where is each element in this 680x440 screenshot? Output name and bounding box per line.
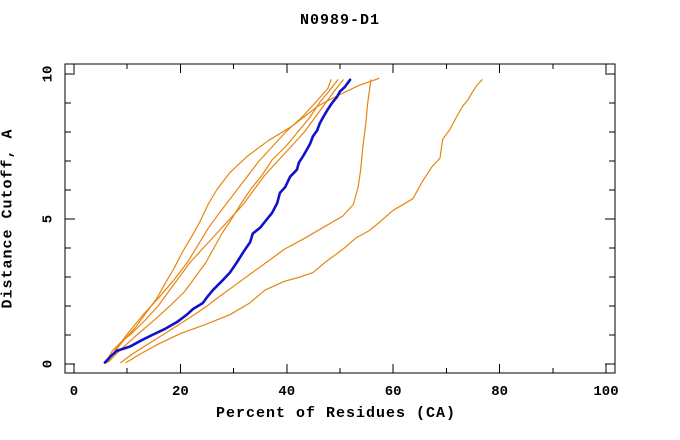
- reference-curve-1: [106, 77, 380, 364]
- x-tick-label: 20: [172, 384, 189, 400]
- reference-curve-5: [120, 79, 372, 364]
- chart-title: N0989-D1: [299, 12, 380, 29]
- x-tick-label: 60: [385, 384, 402, 400]
- reference-curve-4: [106, 79, 332, 363]
- reference-curve-6: [125, 79, 483, 364]
- y-tick-label: 5: [41, 215, 57, 223]
- x-tick-label: 0: [70, 384, 78, 400]
- x-tick-label: 80: [491, 384, 508, 400]
- reference-curve-3: [107, 79, 339, 363]
- x-tick-label: 100: [593, 384, 618, 400]
- x-axis-label: Percent of Residues (CA): [215, 405, 457, 422]
- y-tick-label: 0: [41, 360, 57, 368]
- reference-curve-2: [105, 79, 344, 364]
- y-tick-label: 10: [41, 66, 57, 83]
- x-tick-label: 40: [278, 384, 295, 400]
- highlighted-model-curve: [103, 78, 352, 364]
